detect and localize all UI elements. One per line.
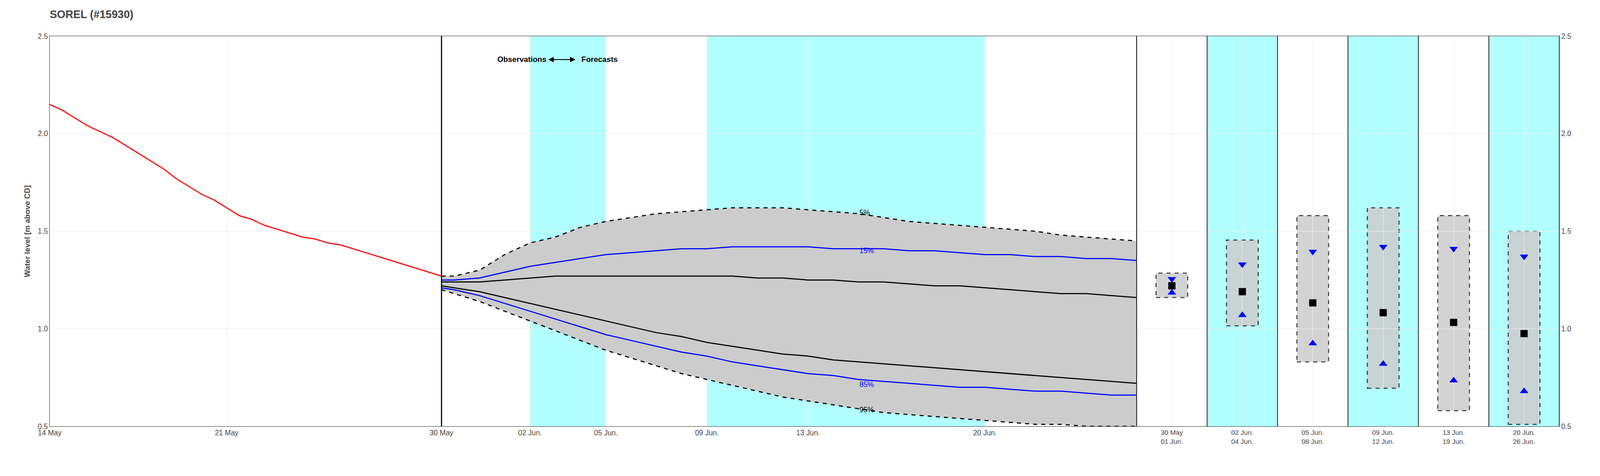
svg-text:0.5: 0.5 — [37, 422, 48, 431]
svg-text:14 May: 14 May — [37, 429, 62, 437]
svg-text:15%: 15% — [859, 246, 874, 255]
svg-text:1.5: 1.5 — [1561, 227, 1572, 236]
svg-text:05 Jun.08 Jun.: 05 Jun.08 Jun. — [1301, 428, 1324, 446]
svg-text:95%: 95% — [859, 405, 874, 414]
svg-text:0.5: 0.5 — [1561, 422, 1572, 431]
svg-text:Forecasts: Forecasts — [581, 55, 618, 64]
svg-text:85%: 85% — [859, 380, 874, 389]
svg-text:1.5: 1.5 — [37, 227, 48, 236]
svg-text:1.0: 1.0 — [1561, 325, 1572, 333]
svg-text:30 May01 Jun.: 30 May01 Jun. — [1160, 428, 1184, 446]
svg-text:13 Jun.: 13 Jun. — [796, 429, 820, 437]
svg-text:1.0: 1.0 — [37, 325, 48, 333]
svg-text:Observations: Observations — [497, 55, 547, 64]
svg-text:02 Jun.04 Jun.: 02 Jun.04 Jun. — [1231, 428, 1254, 446]
svg-text:2.5: 2.5 — [37, 32, 48, 41]
svg-text:09 Jun.: 09 Jun. — [694, 429, 719, 437]
svg-text:2.0: 2.0 — [37, 129, 48, 138]
svg-text:13 Jun.19 Jun.: 13 Jun.19 Jun. — [1442, 428, 1465, 446]
svg-text:2.0: 2.0 — [1561, 129, 1572, 138]
svg-text:30 May: 30 May — [429, 429, 454, 437]
svg-text:20 Jun.: 20 Jun. — [972, 429, 997, 437]
svg-text:21 May: 21 May — [214, 429, 239, 437]
svg-text:SOREL (#15930): SOREL (#15930) — [49, 8, 134, 21]
svg-text:02 Jun.: 02 Jun. — [518, 429, 542, 437]
svg-text:09 Jun.12 Jun.: 09 Jun.12 Jun. — [1372, 428, 1395, 446]
svg-text:2.5: 2.5 — [1561, 32, 1572, 41]
svg-text:05 Jun.: 05 Jun. — [594, 429, 618, 437]
svg-text:5%: 5% — [859, 208, 870, 217]
svg-text:Water level [m above CD]: Water level [m above CD] — [23, 185, 32, 278]
svg-text:20 Jun.26 Jun.: 20 Jun.26 Jun. — [1512, 428, 1535, 446]
